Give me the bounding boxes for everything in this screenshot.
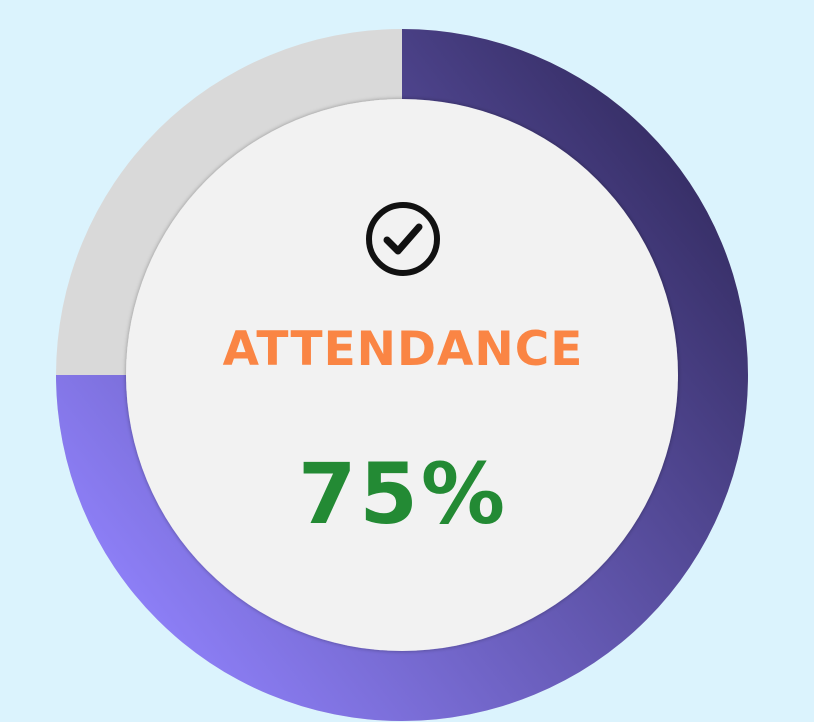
attendance-value: 75%: [297, 445, 509, 543]
center-content: ATTENDANCE 75%: [127, 100, 679, 652]
inner-disc: [126, 99, 678, 651]
check-circle-icon: [366, 202, 440, 276]
widget-title: ATTENDANCE: [222, 322, 584, 377]
